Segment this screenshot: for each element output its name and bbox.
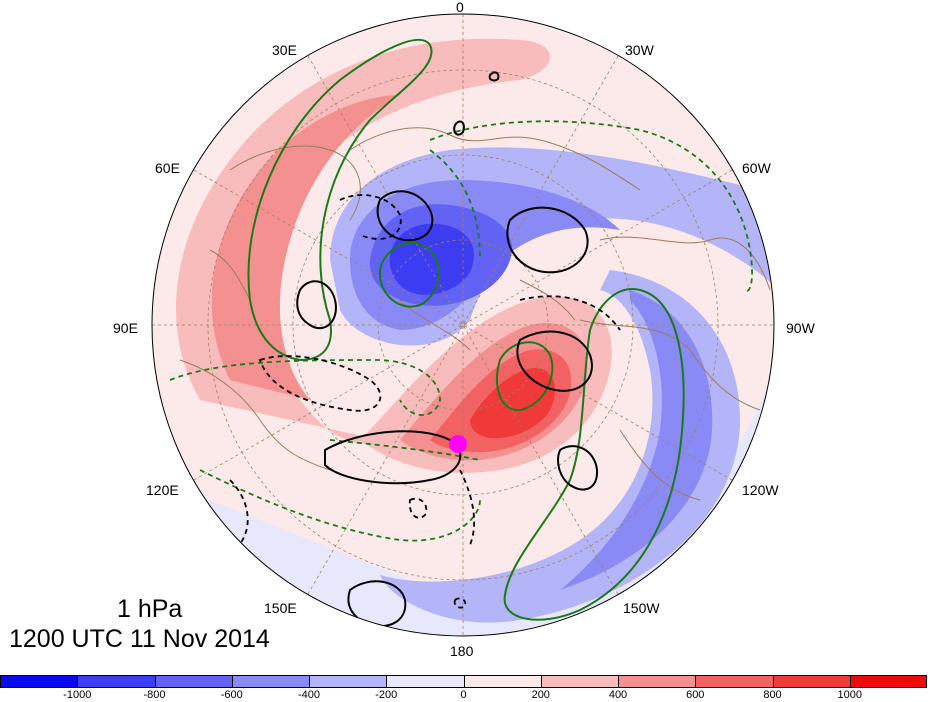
colorbar-swatch xyxy=(618,675,696,688)
colorbar-swatch xyxy=(540,675,618,688)
black-contours xyxy=(296,71,599,628)
lon-label-120e: 120E xyxy=(146,482,179,498)
colorbar-tick-label: -800 xyxy=(143,689,166,701)
colorbar-tick-label: 0 xyxy=(460,689,467,701)
colorbar-tick-label: 400 xyxy=(608,689,628,701)
colorbar-tick-label: 600 xyxy=(686,689,705,701)
colorbar-tick-label: 1000 xyxy=(837,689,862,701)
red-arc-inner xyxy=(211,95,400,400)
colorbar-swatch xyxy=(154,675,232,688)
colorbar-swatch xyxy=(772,675,850,688)
graticule xyxy=(152,14,774,636)
blue-arc-inner xyxy=(560,290,713,590)
lon-label-90w: 90W xyxy=(786,320,815,336)
colorbar-swatch xyxy=(77,675,155,688)
colorbar-swatch xyxy=(386,675,464,688)
colorbar-tick-label: 800 xyxy=(763,689,782,701)
colorbar: -1000 -800 -600 -400 -200 0 200 400 600 800 1000 xyxy=(0,675,928,702)
lon-label-30e: 30E xyxy=(272,42,297,58)
colorbar-tick-label: -1000 xyxy=(63,689,92,701)
blue-vortex-center xyxy=(389,223,474,295)
red-anticyclone-center xyxy=(470,368,555,439)
lon-label-60w: 60W xyxy=(742,160,771,176)
coastlines xyxy=(179,127,771,501)
time-label: 1200 UTC 11 Nov 2014 xyxy=(9,625,270,653)
colorbar-swatch xyxy=(463,675,541,688)
lon-label-180: 180 xyxy=(450,643,474,659)
lon-label-150w: 150W xyxy=(623,600,660,616)
colorbar-tick-label: -200 xyxy=(375,689,398,701)
colorbar-tick-label: -400 xyxy=(297,689,321,701)
magenta-dot xyxy=(449,435,467,453)
colorbar-tick-label: -600 xyxy=(220,689,243,701)
colorbar-tick-label: 200 xyxy=(531,689,550,701)
lon-label-60e: 60E xyxy=(155,160,180,176)
lon-label-120w: 120W xyxy=(742,482,779,498)
colorbar-swatch xyxy=(695,675,773,688)
colorbar-frame xyxy=(0,675,927,688)
level-label: 1 hPa xyxy=(117,595,183,623)
lon-label-0: 0 xyxy=(456,0,464,15)
lon-label-30w: 30W xyxy=(625,42,654,58)
lon-label-150e: 150E xyxy=(264,600,297,616)
lon-label-90e: 90E xyxy=(113,320,138,336)
colorbar-swatch xyxy=(309,675,387,688)
map-border xyxy=(151,13,775,637)
colorbar-swatch xyxy=(231,675,309,688)
colorbar-swatch xyxy=(849,675,927,688)
black-dashed-contours xyxy=(229,194,621,609)
green-dashed-contours xyxy=(169,120,753,542)
